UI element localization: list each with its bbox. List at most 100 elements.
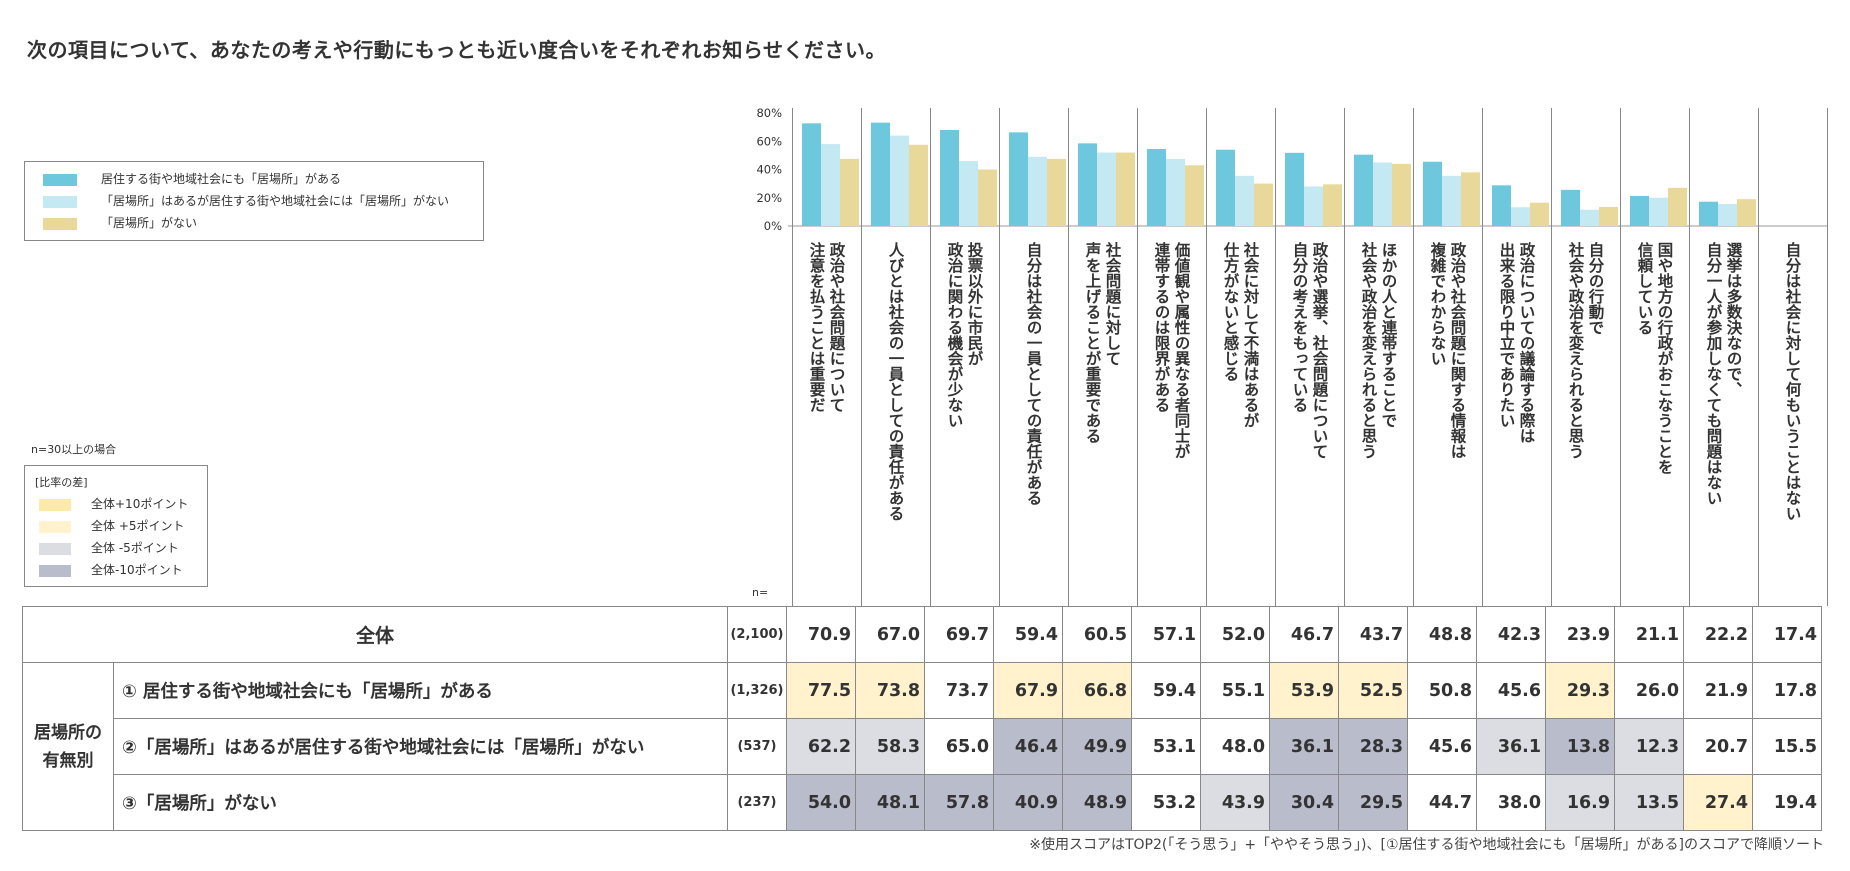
bar — [802, 123, 821, 226]
sample-size: (237) — [727, 774, 787, 831]
bar — [1668, 187, 1687, 226]
value-cell: 50.8 — [1407, 662, 1477, 719]
value-cell: 58.3 — [855, 718, 925, 775]
legend-item: 「居場所」がない — [43, 214, 197, 232]
legend-label: 「居場所」がない — [101, 216, 198, 230]
value-cell: 12.3 — [1614, 718, 1684, 775]
sample-size: (537) — [727, 718, 787, 775]
bar — [840, 158, 859, 226]
value-cell: 38.0 — [1476, 774, 1546, 831]
y-tick-label: 20% — [756, 191, 782, 205]
value-cell: 48.9 — [1062, 774, 1132, 831]
table-row: ③「居場所」がない (237) 54.0 48.1 57.8 40.9 48.9 53.2 43… — [23, 774, 1822, 831]
value-cell: 69.7 — [924, 606, 994, 663]
category-label: 政治や選挙、社会問題について 自分の考えをもっている — [1290, 242, 1329, 459]
bar — [1254, 183, 1273, 226]
legend-swatch — [43, 217, 77, 230]
bar — [1147, 149, 1166, 226]
bar — [978, 169, 997, 226]
category-label: 社会問題に対して 声を上げることが重要である — [1083, 242, 1122, 444]
value-cell: 53.1 — [1131, 718, 1201, 775]
value-cell: 45.6 — [1407, 718, 1477, 775]
bar — [1561, 189, 1580, 226]
bar — [909, 144, 928, 226]
value-cell: 13.5 — [1614, 774, 1684, 831]
value-cell: 52.0 — [1200, 606, 1270, 663]
group-label: 居場所の 有無別 — [22, 662, 114, 831]
diff-swatch — [39, 498, 71, 511]
legend-label: 「居場所」はあるが居住する街や地域社会には「居場所」がない — [101, 194, 450, 208]
bar — [1166, 158, 1185, 226]
value-cell: 53.9 — [1269, 662, 1339, 719]
category-label: 政治についての議論する際は 出来る限り中立でありたい — [1497, 242, 1536, 444]
bar — [1718, 204, 1737, 226]
row-label: ③「居場所」がない — [113, 774, 728, 831]
value-cell: 49.9 — [1062, 718, 1132, 775]
bar — [1649, 197, 1668, 226]
value-cell: 67.0 — [855, 606, 925, 663]
category-label: ほかの人と連帯することで 社会や政治を変えられると思う — [1359, 242, 1398, 459]
value-cell: 46.7 — [1269, 606, 1339, 663]
bar — [871, 122, 890, 226]
y-tick-label: 80% — [756, 106, 782, 120]
category-label: 社会に対して不満はあるが 仕方がないと感じる — [1221, 242, 1260, 428]
diff-swatch — [39, 542, 71, 555]
bar — [1511, 207, 1530, 226]
diff-legend-title: [比率の差] — [35, 476, 88, 489]
legend-item: 「居場所」はあるが居住する街や地域社会には「居場所」がない — [43, 192, 449, 210]
value-cell: 77.5 — [786, 662, 856, 719]
value-cell: 23.9 — [1545, 606, 1615, 663]
bar — [1492, 185, 1511, 226]
value-cell: 36.1 — [1269, 718, 1339, 775]
table-row-total: 全体 (2,100) 70.9 67.0 69.7 59.4 60.5 57.1 52.0 46.… — [22, 606, 1822, 663]
category-label: 投票以外に市民が 政治に関わる機会が少ない — [945, 242, 984, 428]
bar — [1028, 156, 1047, 226]
value-cell: 17.8 — [1752, 662, 1822, 719]
category-label: 政治や社会問題に関する情報は 複雑でわからない — [1428, 242, 1467, 459]
value-cell: 54.0 — [786, 774, 856, 831]
value-cell: 73.7 — [924, 662, 994, 719]
bar — [1630, 195, 1649, 226]
value-cell: 22.2 — [1683, 606, 1753, 663]
footnote: ※使用スコアはTOP2(「そう思う」+「ややそう思う」)、[①居住する街や地域社… — [1029, 837, 1824, 853]
value-cell: 26.0 — [1614, 662, 1684, 719]
category-label: 価値観や属性の異なる者同士が 連帯するのは限界がある — [1152, 242, 1191, 459]
page-title: 次の項目について、あなたの考えや行動にもっとも近い度合いをそれぞれお知らせくださ… — [27, 38, 886, 62]
legend-swatch — [43, 195, 77, 208]
value-cell: 53.2 — [1131, 774, 1201, 831]
diff-label: 全体+10ポイント — [91, 497, 189, 511]
value-cell: 60.5 — [1062, 606, 1132, 663]
bar — [1116, 152, 1135, 226]
value-cell: 27.4 — [1683, 774, 1753, 831]
bar — [1699, 201, 1718, 226]
y-tick-label: 60% — [756, 134, 782, 148]
bar — [1216, 149, 1235, 226]
total-label: 全体 — [22, 606, 728, 663]
value-cell: 46.4 — [993, 718, 1063, 775]
value-cell: 59.4 — [993, 606, 1063, 663]
bar — [1373, 162, 1392, 226]
category-label: 人びとは社会の一員としての責任がある — [886, 242, 905, 521]
value-cell: 73.8 — [855, 662, 925, 719]
bar — [1185, 165, 1204, 226]
value-cell: 67.9 — [993, 662, 1063, 719]
n-label: n= — [752, 586, 769, 599]
value-cell: 42.3 — [1476, 606, 1546, 663]
value-cell: 48.1 — [855, 774, 925, 831]
bar — [1737, 199, 1756, 226]
bar — [1423, 161, 1442, 226]
diff-swatch — [39, 564, 71, 577]
value-cell: 40.9 — [993, 774, 1063, 831]
value-cell: 21.1 — [1614, 606, 1684, 663]
value-cell: 15.5 — [1752, 718, 1822, 775]
legend-swatch — [43, 173, 77, 186]
bar — [1392, 163, 1411, 226]
bar — [1235, 175, 1254, 226]
category-label: 選挙は多数決なので、 自分一人が参加しなくても問題はない — [1704, 242, 1743, 506]
value-cell: 70.9 — [786, 606, 856, 663]
bar — [940, 129, 959, 226]
diff-legend: [比率の差] 全体+10ポイント 全体 +5ポイント 全体 -5ポイント 全体-… — [24, 465, 208, 587]
bar — [1009, 132, 1028, 226]
category-label: 国や地方の行政がおこなうことを 信頼している — [1635, 242, 1674, 475]
diff-label: 全体 +5ポイント — [91, 519, 185, 533]
